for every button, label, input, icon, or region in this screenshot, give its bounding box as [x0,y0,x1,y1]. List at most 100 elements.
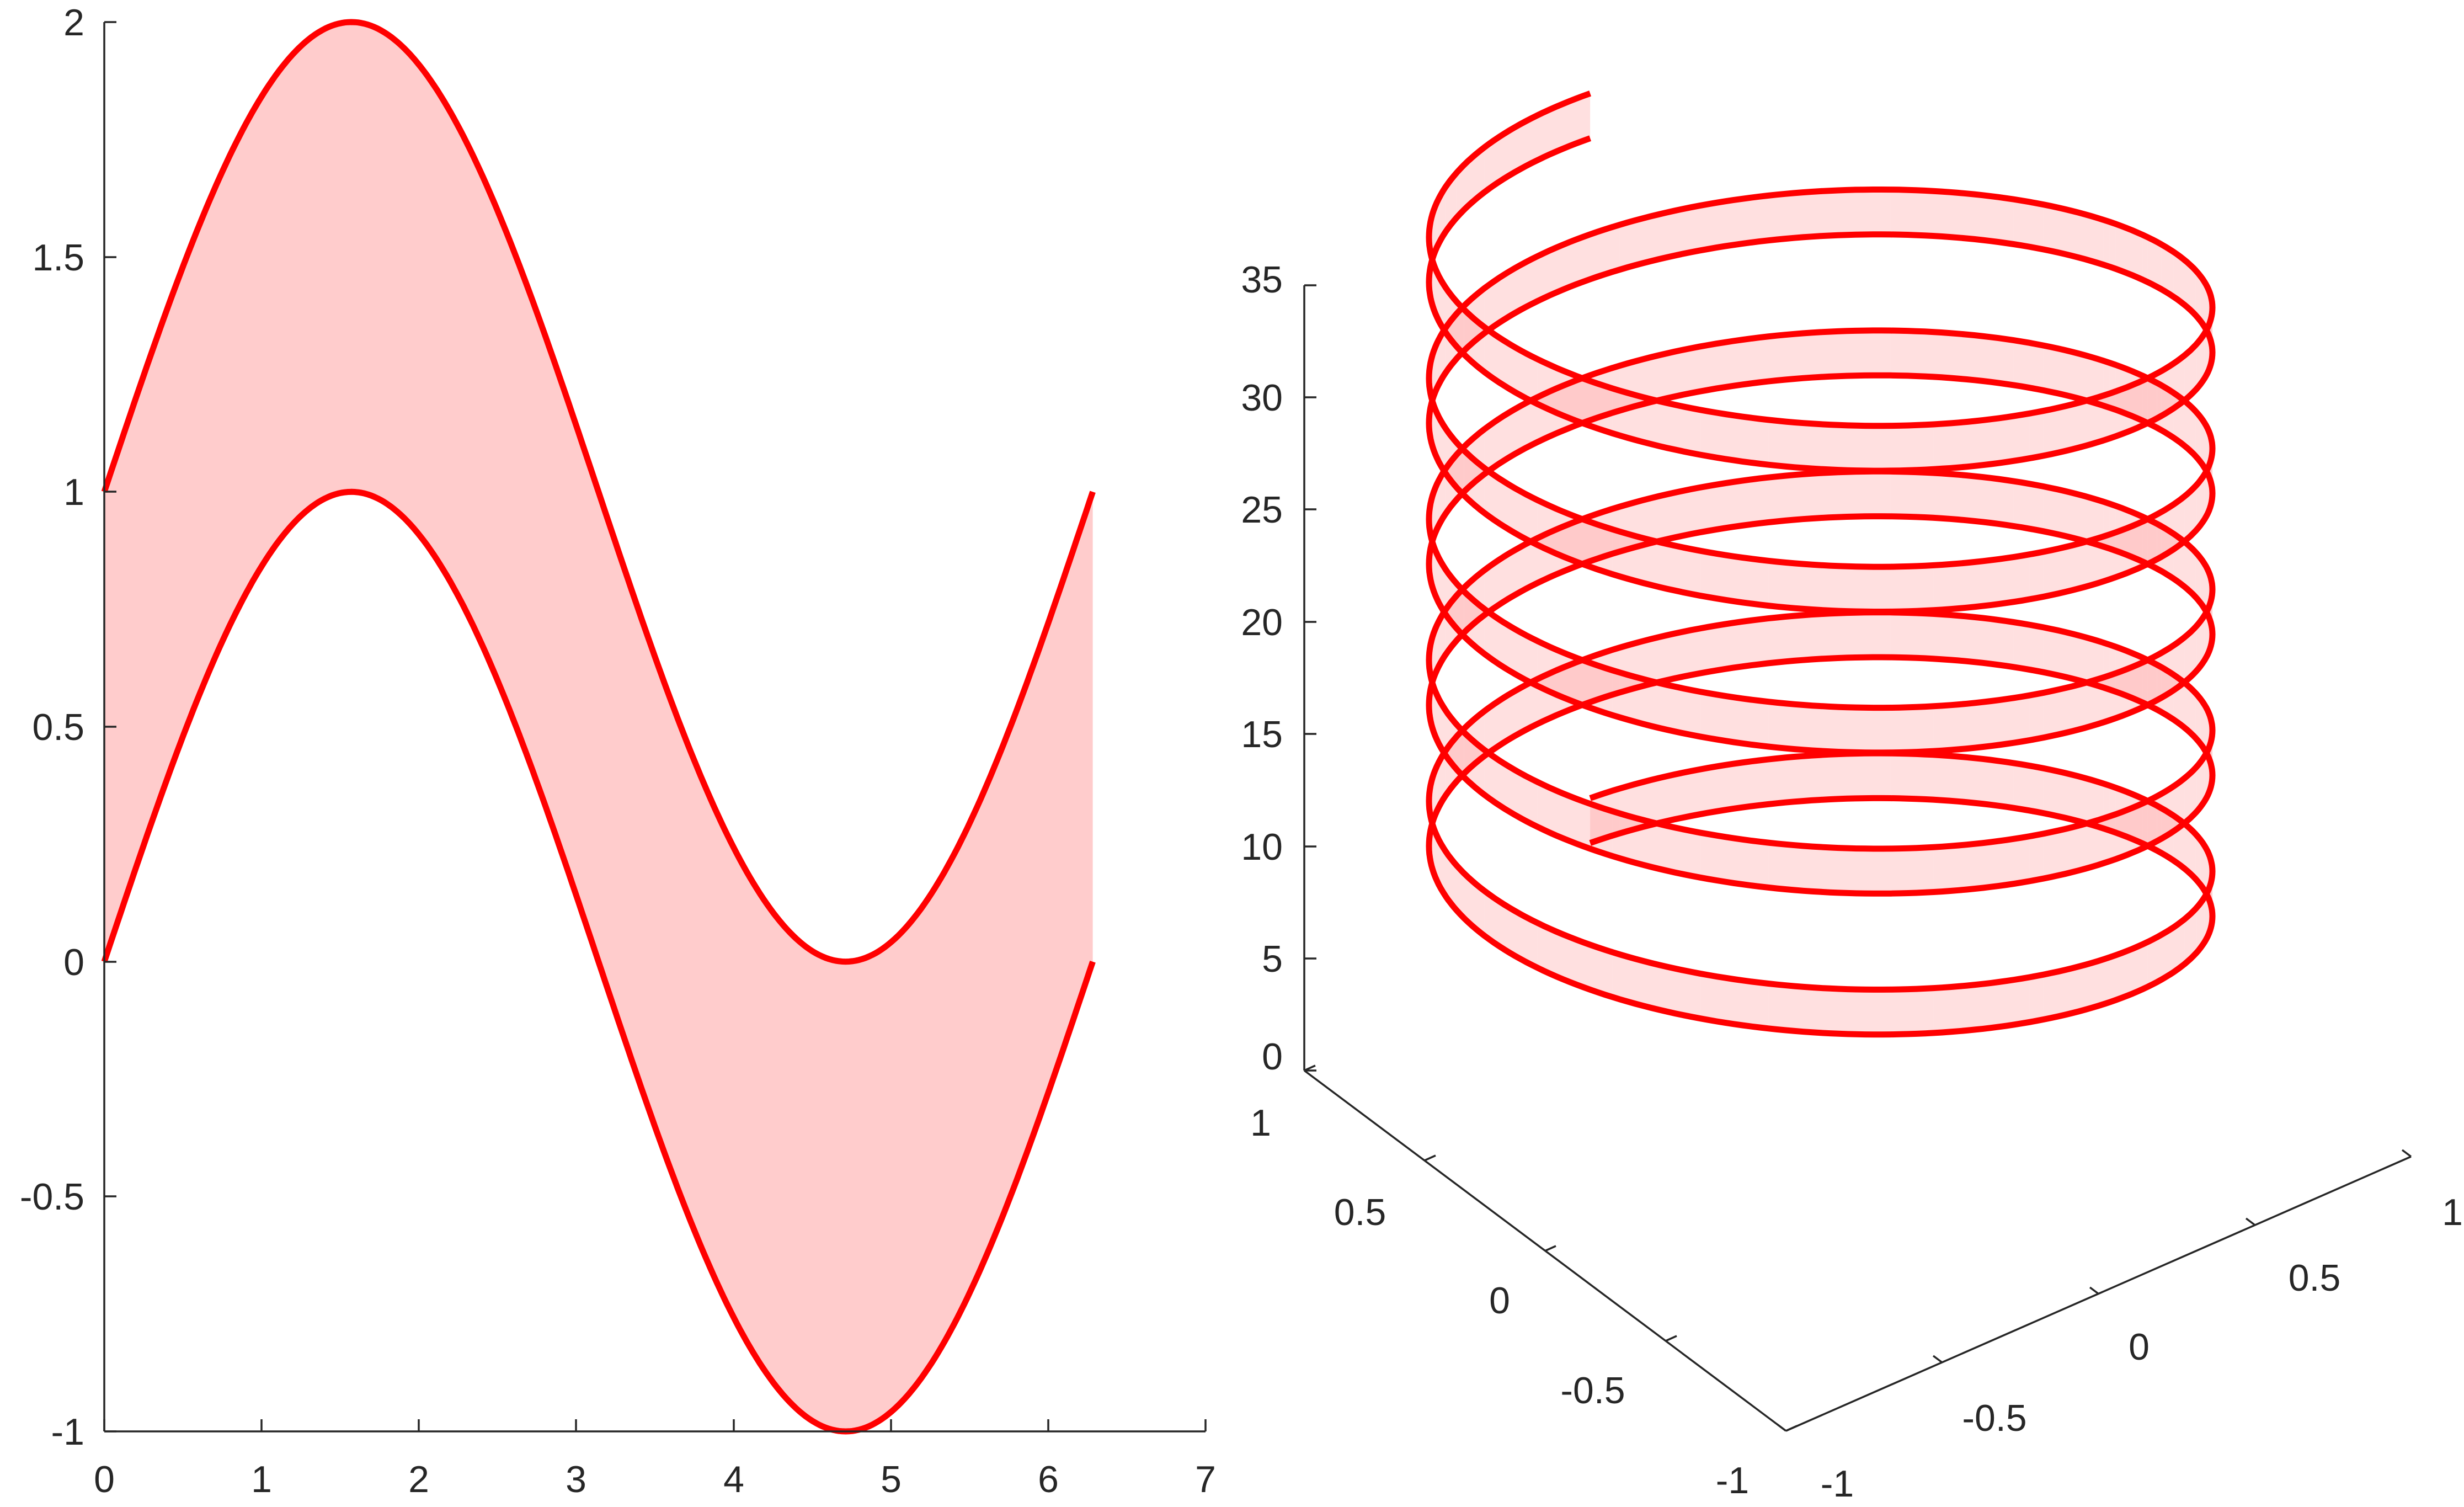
z-tick-label-20: 20 [1241,601,1283,643]
helix-band-segment [1619,504,1628,552]
helix-band-segment [1683,406,1692,454]
x3d-tick-mark-0 [1544,1245,1556,1252]
helix-band-segment [2014,696,2022,743]
helix-band-segment [2057,489,2065,536]
helix-band-segment [1612,952,1620,1000]
helix-band-segment [1437,695,1439,744]
helix-band-segment [1525,682,1532,730]
helix-band-segment [1628,393,1636,440]
helix-band-segment [2044,832,2051,878]
helix-band-segment [1543,250,1550,299]
helix-band-segment [1734,697,1743,744]
helix-band-segment [1741,761,1751,808]
helix-band-segment [1514,488,1521,536]
helix-band-segment [1526,917,1532,965]
helix-band-segment [1890,753,1899,798]
helix-band-segment [1916,754,1925,800]
helix-band-segment [1441,191,1443,240]
helix-band-segment [1658,635,1667,683]
helix-band-segment [2051,830,2058,877]
helix-band-segment [1494,475,1499,524]
helix-band-segment [1494,560,1499,609]
helix-band-segment [2181,637,2185,685]
helix-band-segment [1949,333,1958,379]
helix-band-segment [1576,659,1583,707]
helix-band-segment [2204,894,2206,942]
helix-band-segment [1484,750,1490,798]
helix-band-segment [1794,704,1804,750]
helix-band-segment [1873,612,1882,658]
helix-band-segment [1658,542,1667,589]
helix-band-segment [2196,624,2199,672]
helix-band-segment [1667,966,1676,1014]
helix-band-segment [2204,281,2206,329]
helix-band-segment [1802,755,1812,801]
helix-band-segment [1692,831,1700,878]
helix-band-segment [1494,616,1499,664]
helix-band-segment [1450,175,1454,225]
helix-band-segment [2072,544,2079,590]
helix-band-segment [1708,766,1716,813]
helix-band-segment [2065,827,2072,874]
helix-band-segment [1820,472,1830,518]
helix-band-segment [1700,832,1709,879]
helix-band-segment [1812,705,1821,751]
helix-band-segment [1699,204,1708,251]
helix-band-segment [1917,848,1926,893]
helix-band-segment [1435,484,1437,533]
helix-band-segment [2200,558,2203,606]
helix-band-segment [1776,194,1785,240]
helix-band-segment [1708,975,1717,1021]
helix-band-segment [1526,776,1532,824]
helix-band-segment [2195,693,2199,741]
helix-band-segment [1658,212,1667,259]
helix-band-segment [1891,707,1900,753]
helix-band-segment [2173,360,2178,408]
helix-band-segment [1811,191,1821,237]
helix-band-segment [1803,705,1812,750]
helix-band-segment [1674,350,1683,397]
helix-band-segment [2152,937,2157,984]
helix-band-segment [2115,223,2121,271]
helix-band-segment [2169,504,2174,552]
helix-band-segment [2137,232,2143,280]
helix-band-segment [1674,631,1683,679]
helix-band-segment [1543,532,1550,581]
helix-band-segment [2029,412,2037,459]
helix-band-segment [1742,417,1751,463]
helix-band-segment [1605,808,1613,856]
helix-band-segment [1519,121,1526,169]
helix-band-segment [1666,352,1675,398]
helix-band-segment [2109,645,2116,692]
helix-band-segment [1812,565,1821,610]
helix-band-segment [1460,728,1464,778]
helix-band-segment [1598,524,1606,572]
helix-band-segment [1503,412,1509,461]
helix-band-segment [1441,420,1443,470]
helix-band-segment [2157,512,2162,560]
helix-band-segment [1708,203,1716,249]
helix-band-segment [1847,471,1856,517]
helix-band-segment [2142,660,2148,707]
helix-band-segment [1494,757,1499,805]
helix-band-segment [1974,335,1983,381]
helix-band-segment [1725,978,1734,1024]
helix-band-segment [1651,822,1659,869]
helix-band-segment [2065,968,2072,1015]
helix-band-segment [1525,400,1532,449]
helix-band-segment [1776,476,1785,521]
helix-band-segment [2198,480,2201,528]
helix-band-segment [1514,688,1520,737]
helix-band-segment [1847,331,1856,376]
helix-band-segment [1990,196,1998,242]
helix-band-segment [1498,901,1504,950]
helix-band-segment [1484,707,1489,757]
helix-band-segment [1933,191,1942,237]
helix-band-segment [2071,210,2078,258]
helix-band-segment [2142,801,2148,848]
helix-band-segment [1768,983,1778,1030]
helix-band-segment [2193,344,2196,392]
helix-band-segment [2072,684,2079,732]
helix-band-segment [1514,547,1520,595]
helix-band-segment [2071,633,2078,680]
